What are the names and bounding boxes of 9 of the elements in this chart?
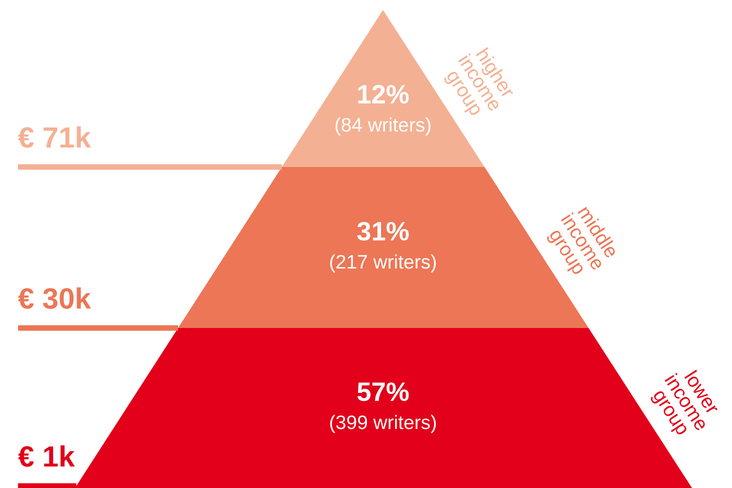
data-label: 31% <box>357 222 409 241</box>
text: € 1k <box>18 445 75 467</box>
text: (217 writers) <box>330 254 436 273</box>
text: (399 writers) <box>330 414 436 434</box>
data-label: 57% <box>357 382 409 402</box>
text: € 71k <box>18 126 92 148</box>
text: € 30k <box>18 287 92 309</box>
text: (84 writers) <box>336 117 430 136</box>
data-label: 12% <box>358 84 409 104</box>
